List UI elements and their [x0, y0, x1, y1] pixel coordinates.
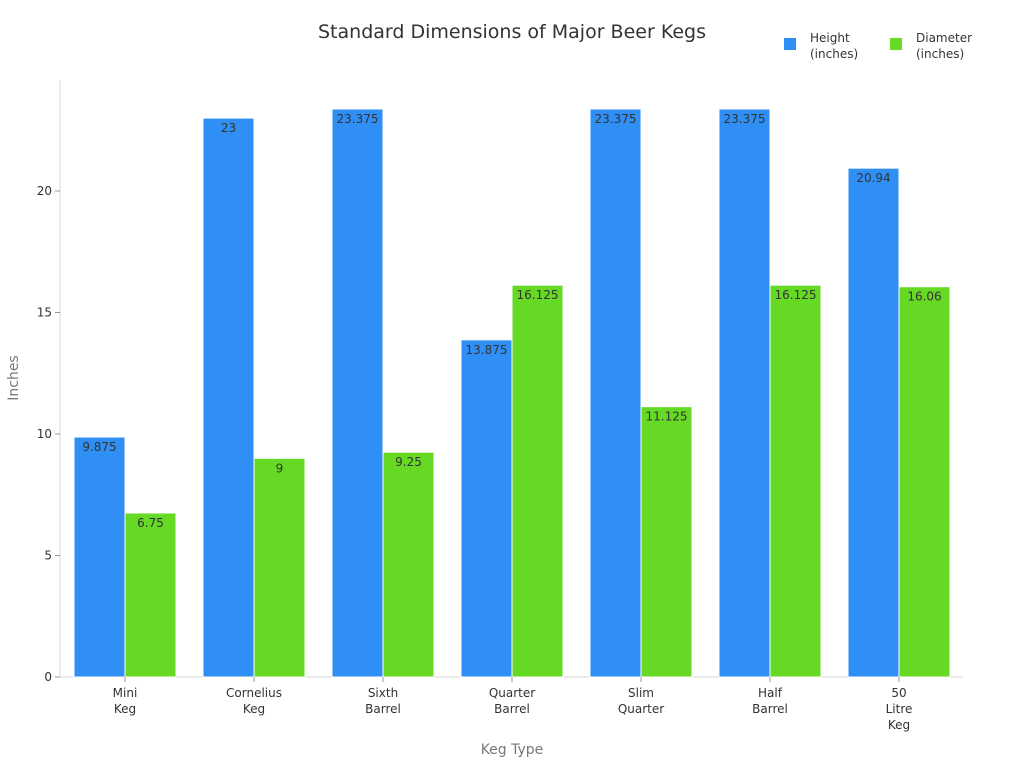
- bar-value-label: 23.375: [337, 112, 379, 126]
- legend-swatch-height: [784, 38, 796, 50]
- y-tick-label: 10: [37, 427, 52, 441]
- x-tick-label: Quarter: [618, 702, 664, 716]
- x-axis-title: Keg Type: [480, 742, 544, 758]
- x-tick-label: Cornelius: [226, 686, 282, 700]
- bar-value-label: 16.06: [907, 290, 941, 304]
- x-tick-label: Slim: [628, 686, 654, 700]
- y-tick-label: 5: [44, 549, 52, 563]
- legend-item-diameter[interactable]: Diameter (inches): [890, 30, 976, 62]
- x-tick-label: Barrel: [365, 702, 401, 716]
- bar[interactable]: [511, 284, 564, 678]
- x-tick-label: Barrel: [494, 702, 530, 716]
- bar[interactable]: [589, 108, 642, 678]
- bar[interactable]: [382, 451, 435, 678]
- bar-value-label: 23: [221, 121, 236, 135]
- bar-value-label: 13.875: [466, 343, 508, 357]
- y-tick-label: 0: [44, 670, 52, 684]
- bar[interactable]: [640, 406, 693, 678]
- bar[interactable]: [847, 167, 900, 678]
- x-tick-label: Half: [758, 686, 783, 700]
- x-tick-label: Sixth: [368, 686, 398, 700]
- x-tick-label: Mini: [113, 686, 138, 700]
- x-tick-label: 50: [891, 686, 906, 700]
- legend: Height (inches) Diameter (inches): [784, 30, 976, 62]
- bar-value-label: 16.125: [517, 288, 559, 302]
- bar-value-label: 20.94: [856, 171, 890, 185]
- y-tick-label: 20: [37, 184, 52, 198]
- bar-value-label: 23.375: [724, 112, 766, 126]
- x-tick-label: Barrel: [752, 702, 788, 716]
- bar-value-label: 16.125: [775, 288, 817, 302]
- bar[interactable]: [460, 339, 513, 678]
- legend-item-height[interactable]: Height (inches): [784, 30, 870, 62]
- legend-label-height: Height (inches): [810, 31, 859, 61]
- bar-value-label: 9.25: [395, 455, 422, 469]
- bar[interactable]: [898, 286, 951, 678]
- x-tick-label: Keg: [243, 702, 265, 716]
- legend-label-diameter: Diameter (inches): [916, 31, 973, 61]
- y-tick-label: 15: [37, 306, 52, 320]
- x-tick-label: Keg: [888, 718, 910, 732]
- bar-value-label: 9.875: [82, 440, 116, 454]
- bar[interactable]: [253, 457, 306, 678]
- bar-value-label: 9: [276, 461, 284, 475]
- bar-value-label: 11.125: [646, 410, 688, 424]
- bar[interactable]: [718, 108, 771, 678]
- chart-title: Standard Dimensions of Major Beer Kegs: [318, 21, 706, 43]
- bar[interactable]: [124, 512, 177, 678]
- x-tick-label: Litre: [886, 702, 913, 716]
- bar[interactable]: [73, 436, 126, 678]
- bar[interactable]: [769, 284, 822, 678]
- x-tick-label: Keg: [114, 702, 136, 716]
- bar-value-label: 6.75: [137, 516, 164, 530]
- legend-swatch-diameter: [890, 38, 902, 50]
- bar[interactable]: [202, 117, 255, 678]
- bar[interactable]: [331, 108, 384, 678]
- bar-value-label: 23.375: [595, 112, 637, 126]
- x-tick-label: Quarter: [489, 686, 535, 700]
